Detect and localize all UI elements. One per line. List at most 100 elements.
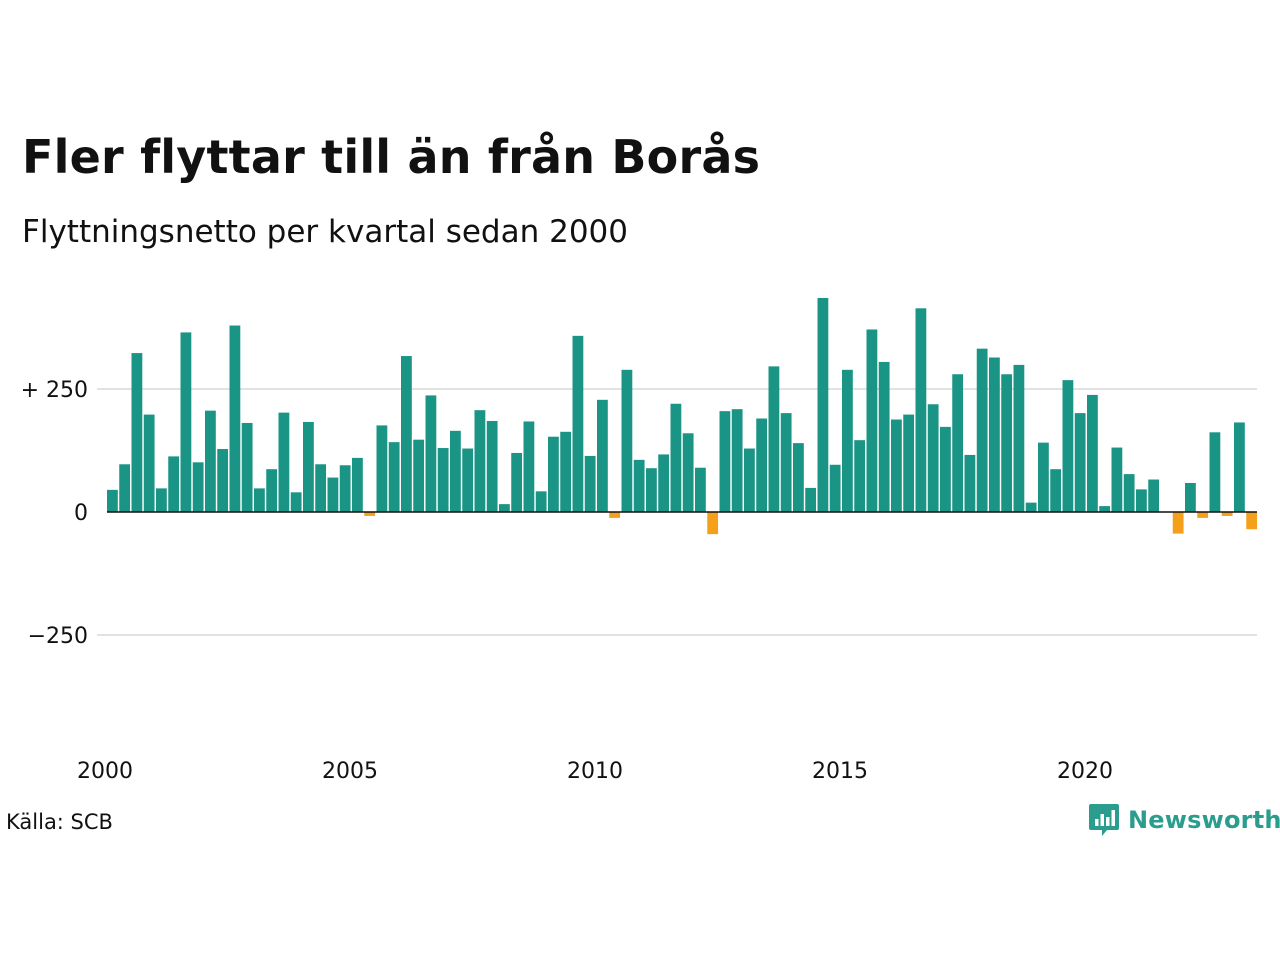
- bar-13: [266, 469, 278, 512]
- bar-23: [388, 442, 400, 512]
- bar-91: [1221, 512, 1233, 516]
- bar-35: [535, 491, 547, 512]
- bar-44: [646, 468, 657, 512]
- bar-52: [744, 448, 755, 512]
- bar-84: [1136, 489, 1147, 512]
- bar-46: [670, 403, 682, 512]
- bar-57: [805, 487, 817, 512]
- bar-10: [229, 325, 241, 512]
- bar-28: [450, 430, 461, 512]
- bar-12: [254, 488, 265, 512]
- bar-30: [474, 410, 486, 512]
- bar-47: [682, 433, 694, 512]
- bar-77: [1050, 469, 1062, 512]
- bar-80: [1087, 394, 1098, 512]
- x-tick-label: 2010: [567, 759, 623, 784]
- bar-49: [707, 512, 719, 535]
- bar-33: [511, 452, 523, 512]
- bar-14: [278, 412, 290, 512]
- bar-3: [143, 414, 155, 512]
- bar-87: [1172, 512, 1184, 534]
- bar-67: [927, 404, 939, 512]
- chart-title: Fler flyttar till än från Borås: [22, 130, 761, 184]
- bar-65: [903, 414, 915, 512]
- bar-29: [462, 448, 474, 512]
- bar-56: [793, 443, 804, 512]
- bar-79: [1074, 413, 1086, 512]
- bar-71: [976, 348, 988, 512]
- bar-63: [878, 361, 890, 512]
- bar-34: [523, 421, 535, 512]
- bar-4: [156, 488, 167, 512]
- bar-42: [621, 369, 633, 512]
- bar-73: [1001, 374, 1013, 512]
- bar-16: [303, 421, 314, 512]
- chart-subtitle: Flyttningsnetto per kvartal sedan 2000: [22, 214, 628, 250]
- bar-21: [364, 512, 376, 516]
- bar-45: [658, 454, 670, 512]
- bar-48: [695, 467, 706, 512]
- bar-8: [205, 410, 216, 512]
- bar-9: [217, 449, 229, 512]
- bar-11: [241, 422, 253, 512]
- bar-70: [964, 454, 976, 512]
- bar-90: [1209, 432, 1221, 512]
- bar-39: [584, 455, 596, 512]
- bar-25: [413, 439, 425, 512]
- bar-69: [952, 374, 964, 512]
- bar-75: [1025, 502, 1037, 512]
- bar-41: [609, 512, 621, 518]
- bar-7: [192, 462, 204, 512]
- bar-55: [780, 413, 792, 512]
- bar-51: [731, 409, 743, 512]
- bar-74: [1013, 364, 1025, 512]
- brand-logo: Newsworthy: [1088, 802, 1280, 838]
- bar-85: [1148, 479, 1160, 512]
- bar-64: [891, 419, 902, 512]
- x-tick-label: 2000: [77, 759, 133, 784]
- y-tick-label: 0: [74, 501, 88, 526]
- bar-32: [499, 504, 510, 512]
- y-tick-label: −250: [28, 624, 88, 649]
- x-tick-label: 2020: [1057, 759, 1113, 784]
- bars: [107, 297, 1258, 535]
- x-tick-label: 2015: [812, 759, 868, 784]
- bar-27: [437, 448, 449, 512]
- bar-2: [131, 353, 143, 512]
- bar-40: [597, 399, 608, 512]
- bar-76: [1038, 442, 1049, 512]
- bar-60: [842, 369, 853, 512]
- y-tick-label: + 250: [21, 378, 88, 403]
- bar-1: [119, 464, 131, 512]
- bar-83: [1123, 474, 1135, 512]
- bar-43: [633, 459, 645, 512]
- bar-17: [315, 464, 327, 512]
- axes: + 250 0 −250 2000 2005 2010 2015 2020: [21, 378, 1257, 784]
- bar-66: [915, 308, 927, 512]
- bar-61: [854, 440, 866, 512]
- bar-15: [290, 492, 302, 512]
- bar-68: [940, 426, 951, 512]
- bar-24: [401, 356, 412, 512]
- bar-5: [168, 456, 180, 512]
- x-tick-label: 2005: [322, 759, 378, 784]
- bar-6: [180, 332, 192, 512]
- bar-88: [1185, 482, 1196, 512]
- bar-72: [989, 357, 1000, 512]
- brand-name: Newsworthy: [1128, 806, 1280, 834]
- bar-93: [1246, 512, 1258, 530]
- bar-36: [548, 436, 559, 512]
- bar-0: [107, 489, 118, 512]
- bar-58: [817, 297, 829, 512]
- bar-54: [768, 366, 780, 512]
- bar-26: [425, 395, 437, 512]
- bar-59: [829, 464, 841, 512]
- bar-53: [756, 418, 768, 512]
- bar-81: [1099, 506, 1111, 512]
- bar-22: [376, 425, 388, 512]
- bar-82: [1111, 447, 1123, 512]
- bar-50: [719, 411, 731, 512]
- bar-92: [1234, 422, 1245, 512]
- bar-18: [327, 477, 339, 512]
